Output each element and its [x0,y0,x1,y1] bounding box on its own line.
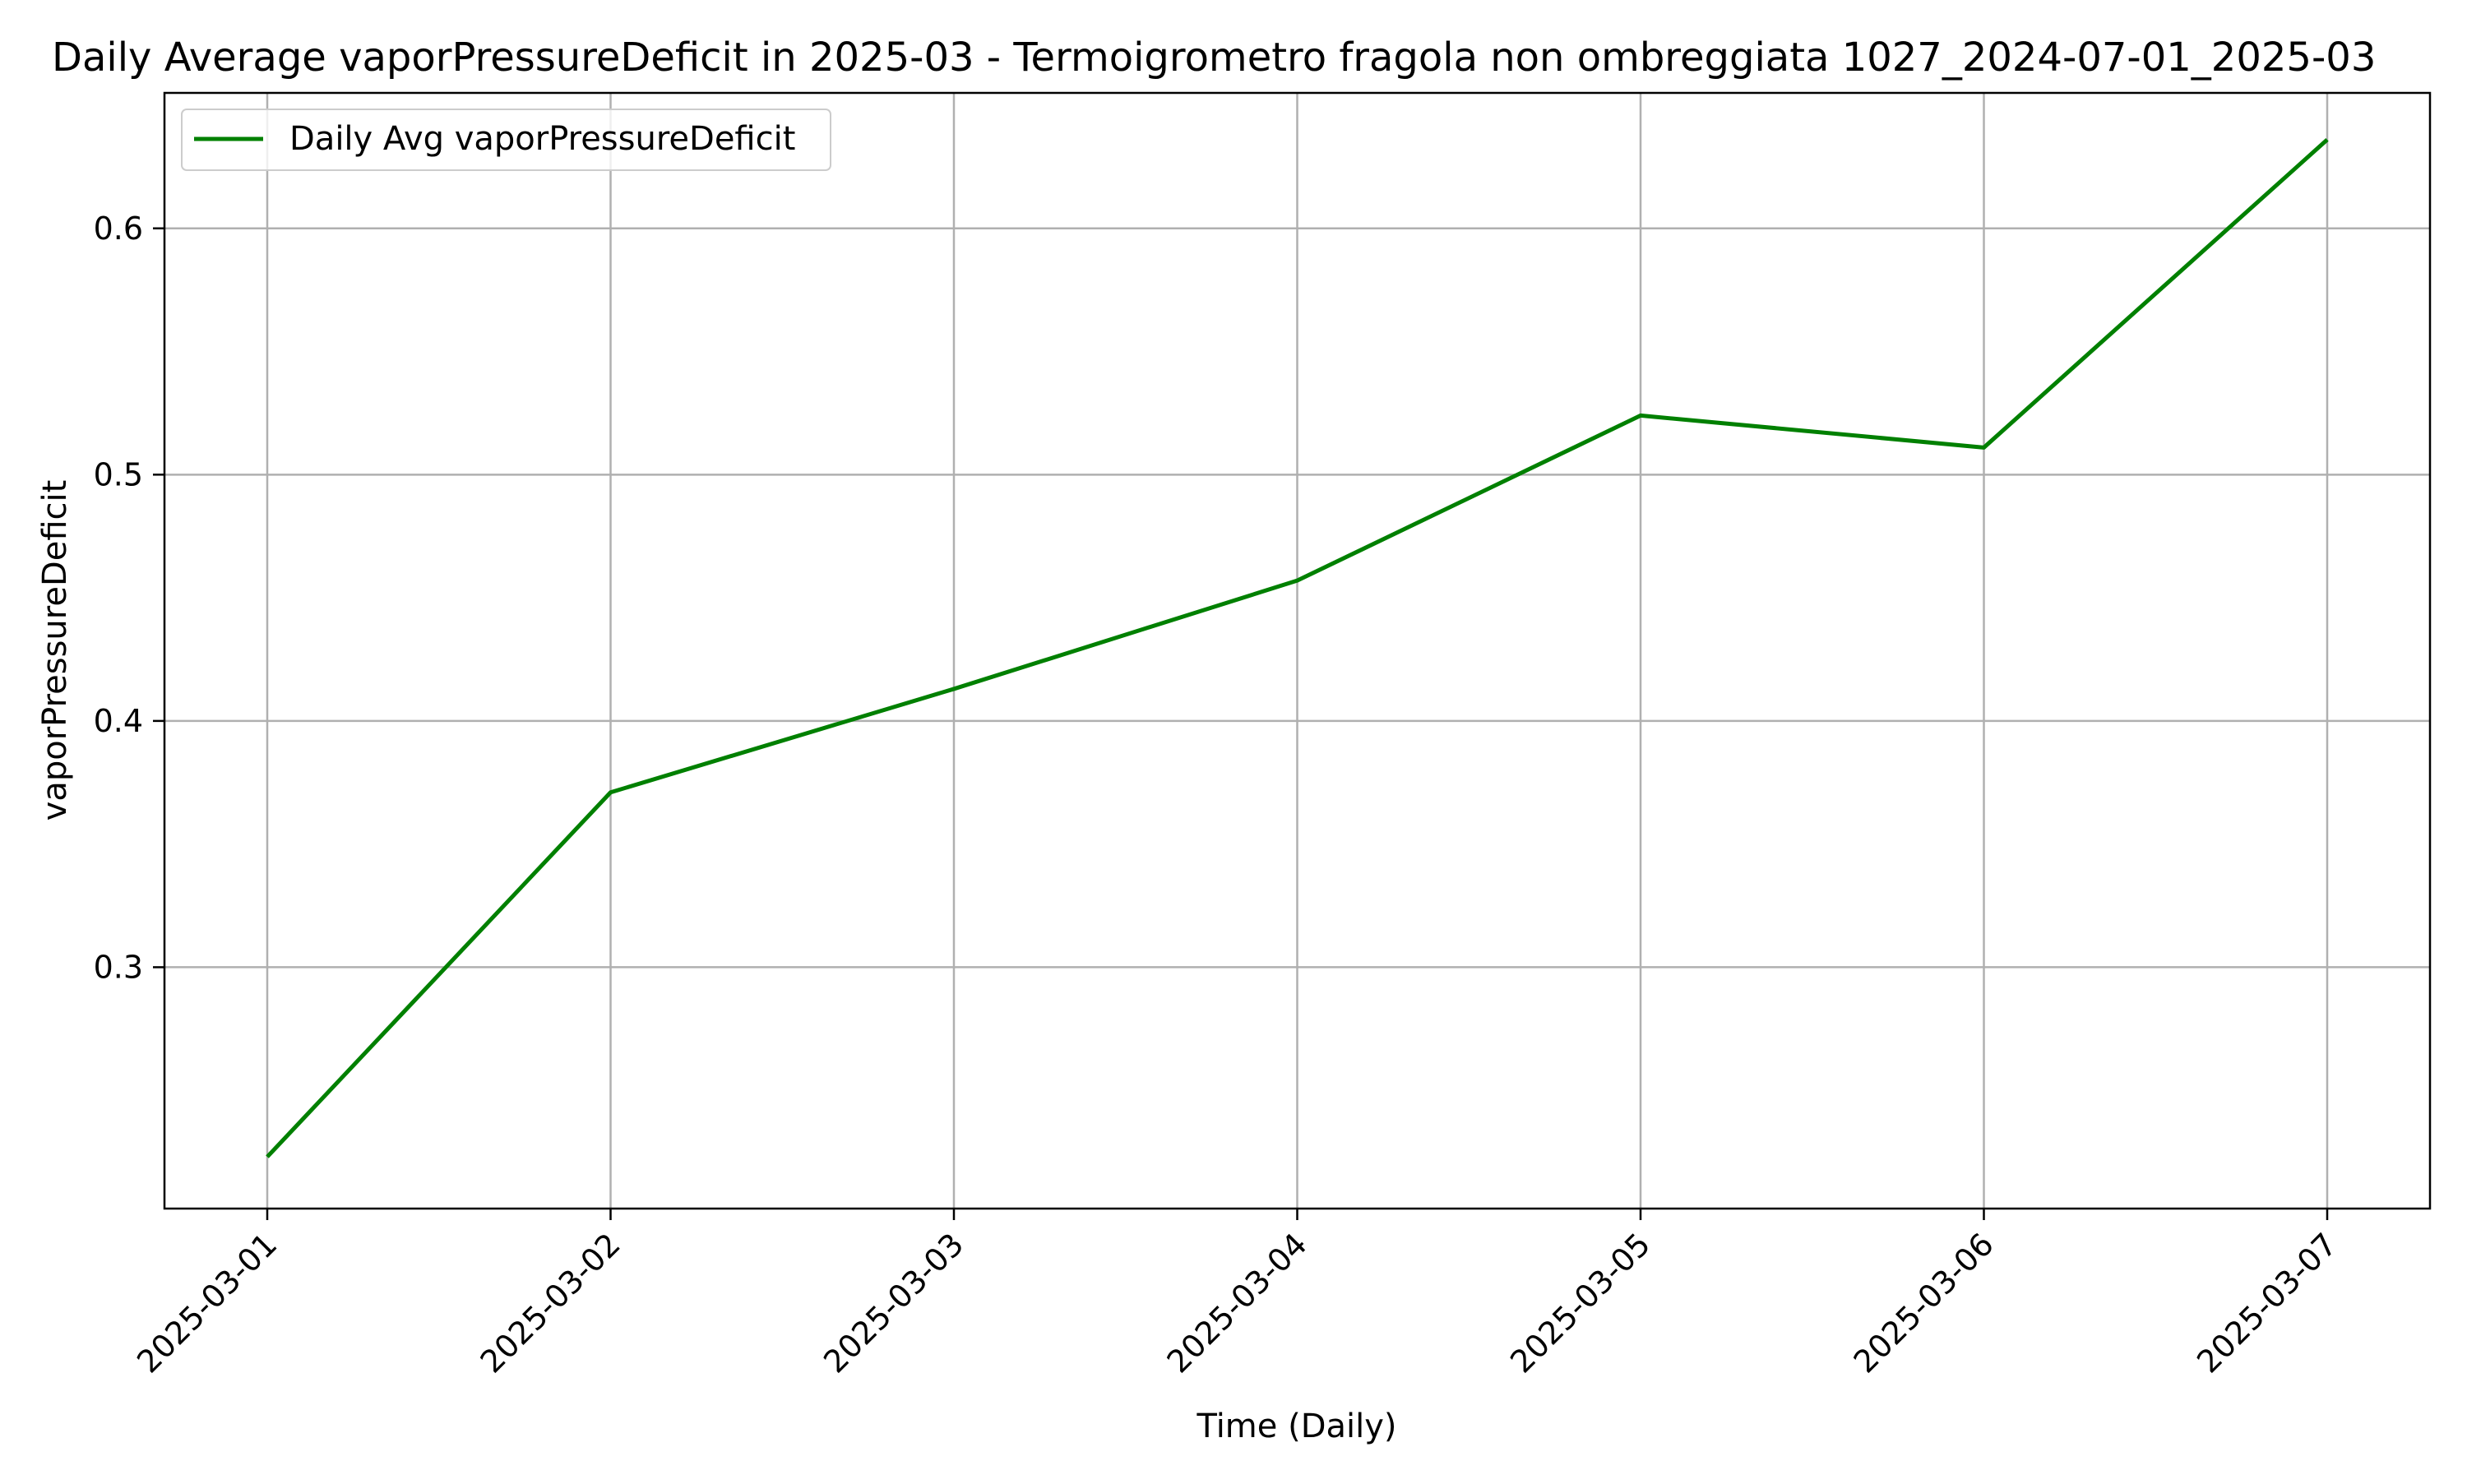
grid [164,93,2430,1209]
series-line [266,138,2329,1158]
x-axis-label: Time (Daily) [1196,1408,1396,1445]
series-layer [266,138,2329,1158]
chart-title: Daily Average vaporPressureDeficit in 20… [52,35,2376,81]
y-axis-label: vaporPressureDeficit [36,480,74,821]
y-tick-label: 0.4 [94,703,143,739]
ticks [153,227,2329,1220]
legend: Daily Avg vaporPressureDeficit [181,109,831,171]
y-tick-label: 0.3 [94,949,143,985]
y-tick-label: 0.6 [94,210,143,247]
legend-label: Daily Avg vaporPressureDeficit [289,120,795,158]
legend-box [181,109,831,171]
y-tick-label: 0.5 [94,456,143,492]
